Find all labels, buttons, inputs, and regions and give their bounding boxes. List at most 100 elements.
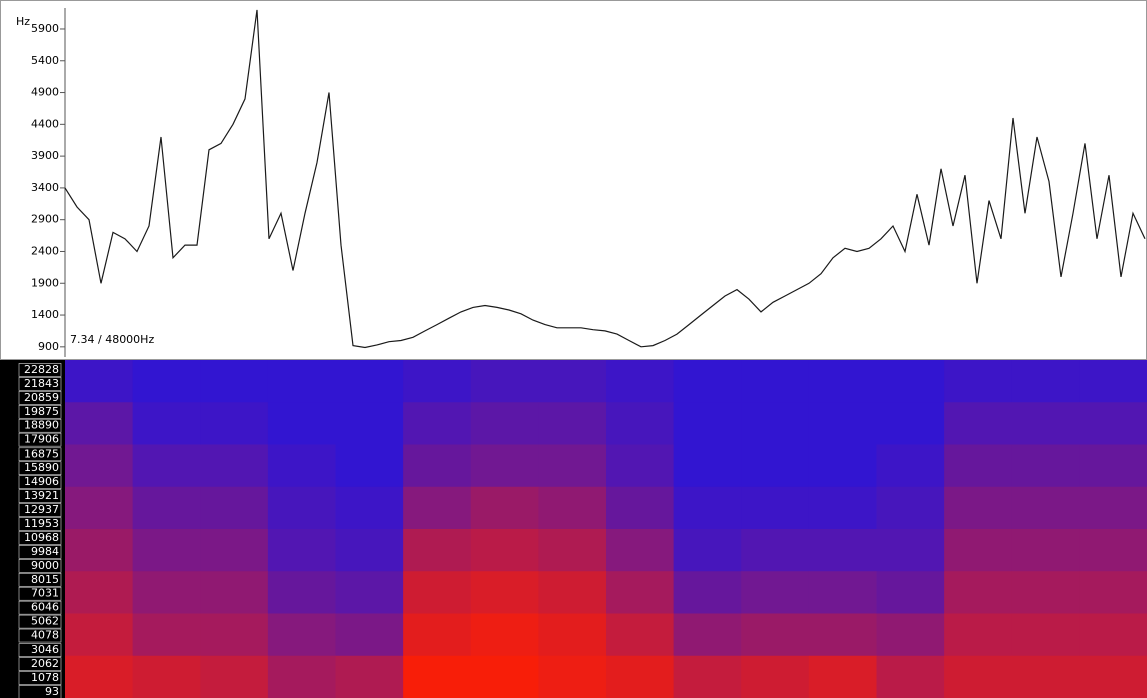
spectrogram-cell <box>741 655 810 698</box>
spectrogram-cell <box>1011 402 1080 446</box>
spectrogram-cell <box>876 613 945 657</box>
y-tick-label: 3046 <box>31 643 59 656</box>
spectrogram-cell <box>876 402 945 446</box>
spectrogram-cell <box>876 655 945 698</box>
spectrogram-cell <box>673 444 742 488</box>
y-tick-label: 7031 <box>31 587 59 600</box>
spectrogram-cell <box>335 360 404 403</box>
spectrogram-cell <box>1079 529 1147 572</box>
spectrogram-cell <box>944 444 1013 488</box>
spectrogram-cell <box>741 360 810 403</box>
spectrogram-cell <box>606 486 675 530</box>
spectrogram-cell <box>808 360 878 403</box>
spectrogram-cell <box>808 402 878 446</box>
spectrogram-cell <box>741 613 810 657</box>
spectrogram-cell <box>403 360 472 403</box>
y-tick-label: 10968 <box>24 531 59 544</box>
spectrogram-cell <box>606 655 675 698</box>
spectrogram-cell <box>606 571 675 615</box>
spectrogram-cell <box>267 444 337 488</box>
spectrogram-cell <box>132 444 201 488</box>
spectrogram-cell <box>132 402 201 446</box>
spectrogram-cell <box>538 486 607 530</box>
spectrogram-cell <box>1079 360 1147 403</box>
spectrogram-cell <box>1011 360 1080 403</box>
spectrogram-cell <box>65 360 134 403</box>
y-tick-box <box>18 503 62 517</box>
y-tick-label: 900 <box>38 340 59 353</box>
spectrogram-cell <box>200 360 269 403</box>
y-tick-box <box>18 404 62 419</box>
y-tick-label: 12937 <box>24 503 59 516</box>
spectrogram-cell <box>470 529 539 572</box>
y-tick-label: 14906 <box>24 475 59 488</box>
spectrogram-cell <box>470 613 539 657</box>
spectrogram-cell <box>606 613 675 657</box>
spectrogram-cell <box>808 486 878 530</box>
spectrogram-cell <box>944 613 1013 657</box>
spectrogram-cell <box>200 529 269 572</box>
spectrogram-cell <box>470 571 539 615</box>
y-tick-label: 5400 <box>31 54 59 67</box>
y-tick-box <box>18 489 62 503</box>
spectrogram-cell <box>1079 571 1147 615</box>
spectrogram-cell <box>808 655 878 698</box>
spectrogram-cell <box>335 655 404 698</box>
spectrogram-cell <box>403 486 472 530</box>
spectrogram-cell <box>1011 613 1080 657</box>
spectrogram-cell <box>538 571 607 615</box>
spectrogram-cell <box>200 486 269 530</box>
spectrogram-cell <box>944 571 1013 615</box>
y-tick-box <box>18 531 62 545</box>
spectrogram-cell <box>65 486 134 530</box>
y-tick-box <box>18 517 62 531</box>
spectrogram-cell <box>132 360 201 403</box>
spectrogram-cell <box>403 402 472 446</box>
y-tick-label: 3900 <box>31 149 59 162</box>
spectrogram-cell <box>65 529 134 572</box>
y-tick-label: 16875 <box>24 447 59 460</box>
spectrogram-cell <box>335 402 404 446</box>
spectrogram-cell <box>470 360 539 403</box>
spectrogram-cell <box>65 402 134 446</box>
spectrogram-cell <box>876 486 945 530</box>
spectrogram-cell <box>538 529 607 572</box>
spectrogram-cell <box>808 529 878 572</box>
spectrogram-cell <box>470 486 539 530</box>
spectrogram-cell <box>267 360 337 403</box>
spectrogram-cell <box>944 655 1013 698</box>
spectrogram-cell <box>200 613 269 657</box>
spectrogram-cell <box>267 613 337 657</box>
y-tick-box <box>18 559 62 573</box>
spectrogram-cell <box>944 402 1013 446</box>
y-tick-label: 4400 <box>31 117 59 130</box>
spectrogram-cell <box>65 655 134 698</box>
y-tick-label: 4900 <box>31 86 59 99</box>
spectrogram-cell <box>538 444 607 488</box>
spectrogram-cell <box>1011 571 1080 615</box>
spectrogram-cell <box>876 360 945 403</box>
pitch-line <box>64 9 1146 349</box>
spectrogram-cell <box>876 571 945 615</box>
y-tick-label: 9984 <box>31 545 59 558</box>
spectrogram-cell <box>673 360 742 403</box>
spectrogram-cell <box>1011 655 1080 698</box>
y-tick-label: 5900 <box>31 22 59 35</box>
spectrogram-cell <box>200 402 269 446</box>
y-tick-label: 11953 <box>24 517 59 530</box>
y-tick-label: 6046 <box>31 601 59 614</box>
y-tick-box <box>18 628 62 643</box>
spectrogram-cell <box>1079 613 1147 657</box>
spectrogram-cell <box>132 613 201 657</box>
y-tick-box <box>18 377 62 391</box>
spectrogram-cell <box>876 529 945 572</box>
spectrogram-cell <box>470 402 539 446</box>
spectrogram-cell <box>944 529 1013 572</box>
spectrogram-cell <box>1011 444 1080 488</box>
spectrogram-cell <box>267 486 337 530</box>
spectrogram-cell <box>267 402 337 446</box>
spectrogram-cell <box>132 655 201 698</box>
y-tick-box <box>18 475 62 489</box>
spectrogram-cell <box>335 571 404 615</box>
spectrogram-cell <box>267 571 337 615</box>
